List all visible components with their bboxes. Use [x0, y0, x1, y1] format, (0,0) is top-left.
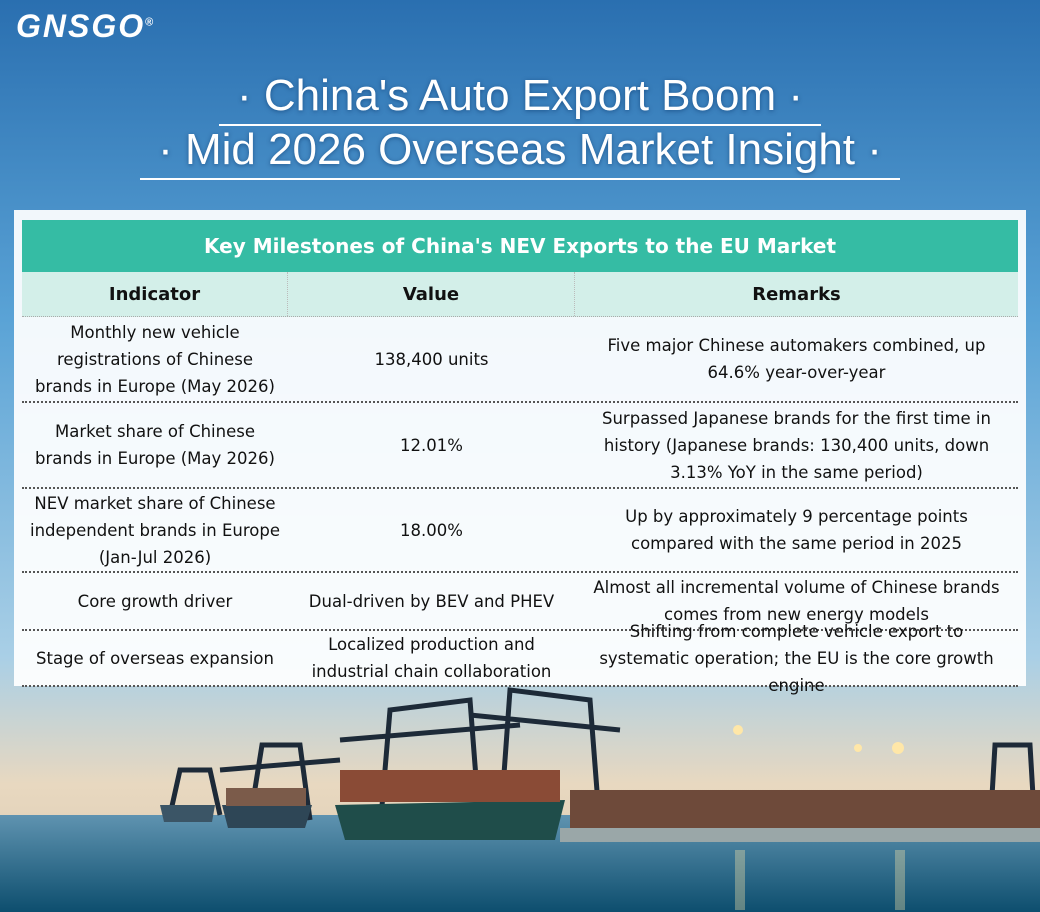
table-panel: Key Milestones of China's NEV Exports to…	[14, 210, 1026, 695]
table-row: Core growth driver Dual-driven by BEV and…	[22, 573, 1018, 631]
table-cell: Localized production and industrial chai…	[311, 635, 552, 681]
table-cell: Monthly new vehicle registrations of Chi…	[35, 322, 275, 396]
column-header: Remarks	[752, 283, 841, 305]
table-cell: 138,400 units	[374, 349, 489, 369]
title-text: · Mid 2026 Overseas Market Insight ·	[140, 124, 900, 180]
title-text: · China's Auto Export Boom ·	[219, 70, 821, 126]
harbor-lights	[733, 725, 905, 910]
table-cell: Stage of overseas expansion	[36, 648, 274, 668]
brand-logo: GNSGO®	[16, 8, 153, 45]
table-cell: Shifting from complete vehicle export to…	[599, 621, 994, 695]
table-cell: Up by approximately 9 percentage points …	[625, 507, 968, 553]
table-cell: Almost all incremental volume of Chinese…	[593, 578, 1000, 624]
title-line: · China's Auto Export Boom ·	[0, 70, 1040, 126]
table-caption: Key Milestones of China's NEV Exports to…	[22, 220, 1018, 272]
title-line: · Mid 2026 Overseas Market Insight ·	[0, 124, 1040, 180]
table-cell: NEV market share of Chinese independent …	[30, 493, 280, 567]
table-cell: 18.00%	[400, 520, 463, 540]
ships	[160, 770, 565, 840]
table-row: Stage of overseas expansion Localized pro…	[22, 621, 1018, 695]
column-header: Value	[288, 272, 575, 316]
table-cell: Market share of Chinese brands in Europe…	[35, 422, 275, 468]
table-row: NEV market share of Chinese independent …	[22, 489, 1018, 573]
table-row: Market share of Chinese brands in Europe…	[22, 403, 1018, 489]
table: Key Milestones of China's NEV Exports to…	[22, 220, 1018, 695]
table-cell: Surpassed Japanese brands for the first …	[602, 408, 991, 482]
table-cell: 12.01%	[400, 435, 463, 455]
container-yard	[560, 790, 1040, 842]
logo-mark: ®	[145, 16, 154, 29]
table-cell: Core growth driver	[77, 591, 233, 611]
header-row: Indicator Value Remarks	[22, 272, 1018, 317]
logo-text: GNSGO	[16, 8, 146, 44]
table-cell: Dual-driven by BEV and PHEV	[308, 591, 555, 611]
table-row: Monthly new vehicle registrations of Chi…	[22, 317, 1018, 403]
column-header: Indicator	[22, 272, 288, 316]
table-cell: Five major Chinese automakers combined, …	[607, 336, 986, 382]
